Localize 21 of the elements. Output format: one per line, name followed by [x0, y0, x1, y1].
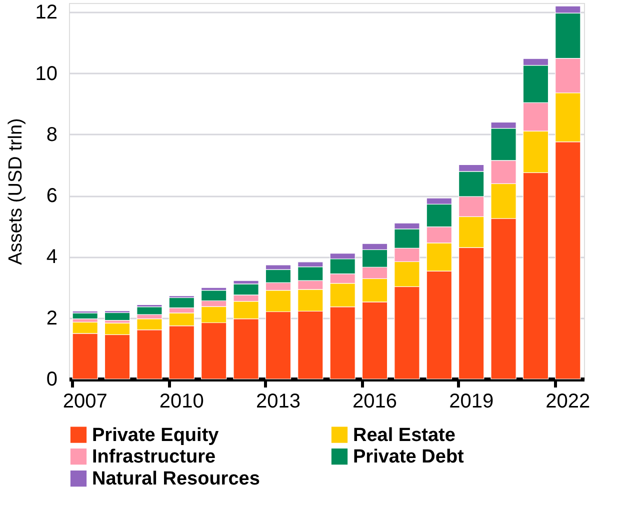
- legend-label: Private Equity: [92, 424, 220, 446]
- y-axis-title: Assets (USD trln): [5, 118, 26, 265]
- y-tick-label: 12: [35, 2, 58, 24]
- x-tick-label: 2022: [546, 390, 590, 412]
- bar: [136, 306, 162, 315]
- x-tick-label: 2019: [449, 390, 494, 412]
- legend-label: Real Estate: [353, 424, 456, 446]
- y-tick-label: 10: [35, 62, 58, 85]
- legend-label: Natural Resources: [92, 468, 260, 490]
- x-tick-label: 2016: [352, 390, 398, 412]
- y-tick-label: 6: [46, 185, 58, 208]
- x-tick-label: 2013: [256, 390, 300, 412]
- x-tick-label: 2007: [62, 390, 108, 412]
- y-tick-label: 8: [46, 124, 58, 146]
- legend-label: Private Debt: [353, 446, 465, 468]
- x-tick-label: 2010: [159, 390, 204, 412]
- y-tick-label: 2: [46, 307, 58, 330]
- bar: [104, 312, 130, 321]
- y-tick-label: 4: [46, 246, 58, 268]
- y-tick-label: 0: [46, 368, 58, 390]
- legend-label: Infrastructure: [92, 446, 216, 468]
